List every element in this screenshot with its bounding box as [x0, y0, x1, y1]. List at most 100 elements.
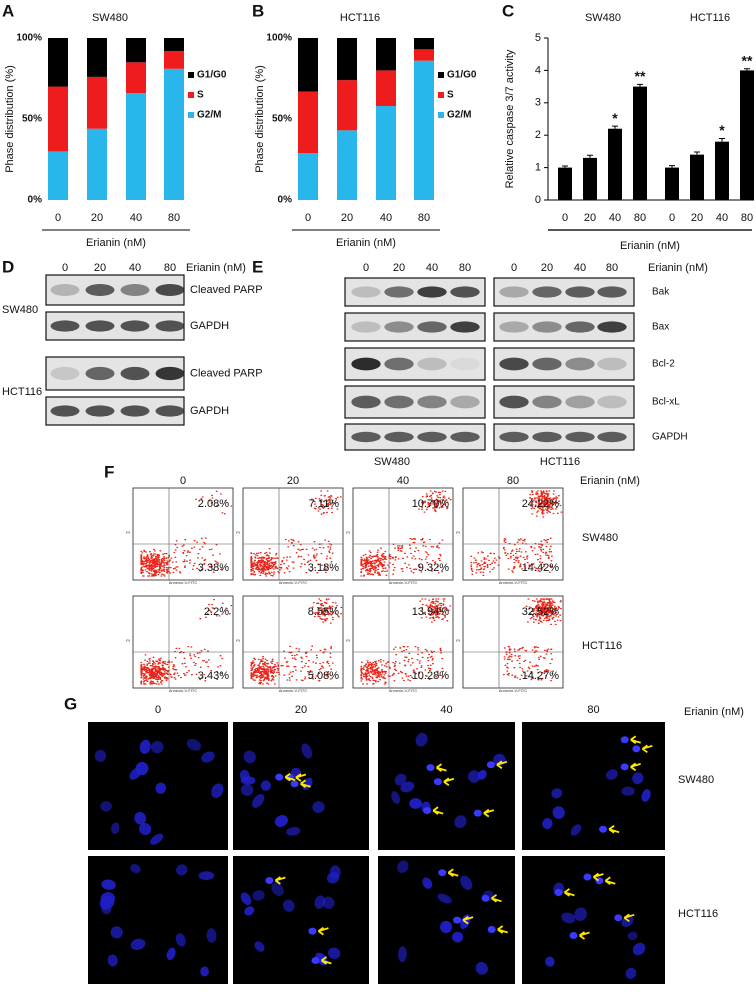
- axis-caption: Annexin-V-FITC: [389, 688, 418, 693]
- bar: [715, 141, 729, 200]
- apoptotic-nucleus: [481, 894, 490, 902]
- axis-caption: Annexin-V-FITC: [279, 688, 308, 693]
- y-tick-label: 5: [535, 32, 541, 44]
- error-bar: [744, 68, 750, 71]
- nucleus: [641, 789, 651, 802]
- protein-label: Cleaved PARP: [190, 284, 263, 296]
- nucleus: [94, 749, 107, 762]
- nucleus: [422, 877, 433, 889]
- axis-caption: PI: [126, 530, 130, 535]
- nucleus: [254, 941, 265, 952]
- nucleus: [271, 882, 284, 896]
- arrow: [563, 888, 575, 897]
- nucleus: [621, 786, 635, 796]
- cell-line-label: SW480: [582, 532, 618, 544]
- panel-letter: C: [502, 1, 514, 20]
- nucleus: [274, 815, 288, 828]
- blot-band: [155, 366, 185, 381]
- bar-segment: [376, 106, 396, 200]
- significance-mark: *: [612, 110, 618, 126]
- panel-letter: D: [2, 257, 14, 276]
- quadrant-percent: 8.55%: [308, 606, 339, 618]
- blot-band: [155, 284, 185, 296]
- arrow: [274, 876, 286, 885]
- protein-label: Cleaved PARP: [190, 367, 263, 379]
- nucleus: [150, 833, 164, 845]
- axis-caption: Annexin-V-FITC: [499, 688, 528, 693]
- apoptotic-nucleus: [426, 764, 435, 772]
- y-tick-label: 2: [535, 129, 541, 141]
- treatment-label: Erianin (nM): [580, 475, 640, 487]
- nucleus: [561, 912, 576, 924]
- blot-band: [85, 366, 115, 381]
- axis-caption: PI: [456, 530, 460, 535]
- nucleus: [452, 931, 464, 943]
- nucleus: [206, 928, 217, 943]
- quadrant-percent: 3.43%: [198, 670, 229, 682]
- error-bar: [612, 125, 618, 129]
- concentration-label: 40: [440, 704, 452, 716]
- apoptotic-nucleus: [433, 778, 442, 786]
- x-tick-label: 40: [716, 212, 728, 224]
- nucleus: [175, 933, 186, 947]
- nucleus: [139, 739, 151, 754]
- blot-band: [351, 395, 381, 409]
- nucleus: [200, 966, 209, 977]
- y-tick-label: 100%: [16, 33, 42, 44]
- arrow: [320, 956, 332, 965]
- blot-band: [450, 357, 480, 371]
- nucleus: [625, 967, 637, 979]
- nucleus: [467, 770, 481, 783]
- panel-letter: B: [252, 1, 264, 20]
- bar: [633, 86, 647, 200]
- nucleus: [574, 907, 587, 921]
- treatment-label: Erianin (nM): [648, 262, 708, 274]
- bar-segment: [126, 93, 146, 200]
- nucleus: [400, 781, 415, 793]
- group-title: SW480: [585, 12, 621, 24]
- blot-band: [120, 405, 150, 417]
- bar: [608, 128, 622, 200]
- cell-line-label: SW480: [678, 774, 714, 786]
- legend-label: G1/G0: [197, 70, 227, 81]
- quadrant-percent: 7.11%: [309, 498, 340, 510]
- bar: [690, 154, 704, 200]
- blot-band: [499, 321, 529, 333]
- bar-segment: [87, 76, 107, 129]
- apoptotic-nucleus: [554, 888, 563, 896]
- blot-band: [85, 284, 115, 296]
- blot-band: [597, 395, 627, 409]
- lane-label: 80: [459, 262, 471, 274]
- lane-label: 80: [606, 262, 618, 274]
- nucleus: [100, 801, 112, 812]
- blot-band: [85, 405, 115, 417]
- blot-band: [565, 395, 595, 409]
- protein-label: GAPDH: [190, 405, 229, 417]
- lane-label: 40: [574, 262, 586, 274]
- arrow: [483, 808, 495, 818]
- blot-band: [532, 395, 562, 409]
- nucleus: [475, 962, 488, 975]
- axis-caption: Annexin-V-FITC: [499, 580, 528, 585]
- significance-mark: **: [742, 52, 753, 68]
- x-axis-label: Erianin (nM): [86, 237, 146, 249]
- quadrant-percent: 5.08%: [308, 670, 339, 682]
- blot-band: [120, 320, 150, 332]
- blot-band: [351, 321, 381, 333]
- blot-band: [532, 286, 562, 298]
- panel-letter: G: [64, 694, 77, 713]
- dot-cloud: [140, 490, 233, 577]
- x-tick-label: 0: [562, 212, 568, 224]
- axis-caption: PI: [236, 638, 240, 643]
- blot-band: [499, 395, 529, 409]
- arrow: [604, 876, 616, 885]
- treatment-label: Erianin (nM): [684, 706, 744, 718]
- apoptotic-nucleus: [632, 745, 641, 753]
- blot-band: [384, 357, 414, 371]
- blot-band: [565, 357, 595, 371]
- nucleus: [397, 860, 409, 873]
- axis-caption: PI: [346, 638, 350, 643]
- legend-swatch: [438, 92, 444, 98]
- axis-caption: PI: [456, 638, 460, 643]
